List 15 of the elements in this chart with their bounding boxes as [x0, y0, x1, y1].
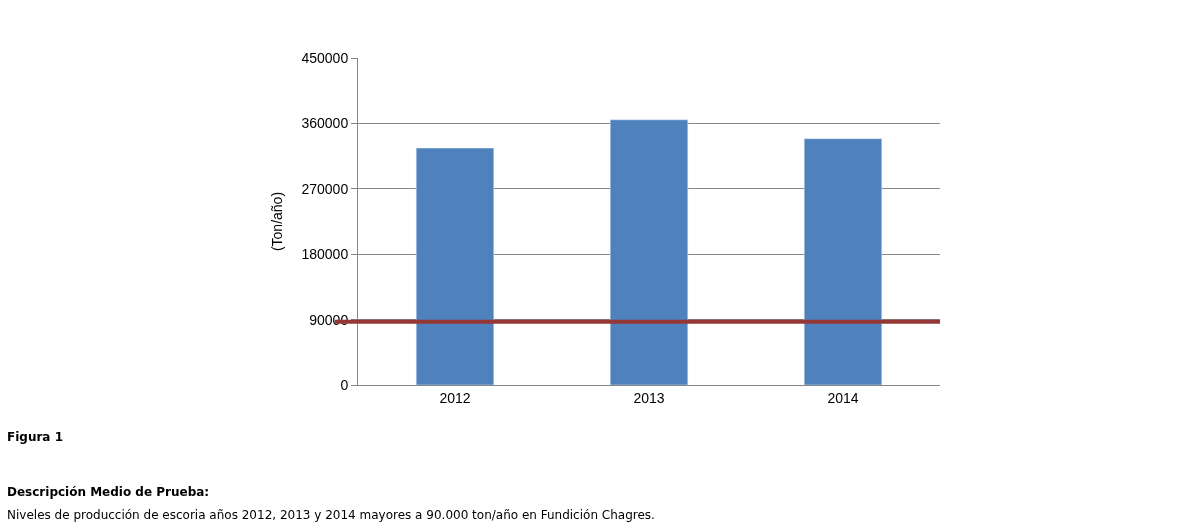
- y-tick-label: 270000: [301, 180, 349, 197]
- bar: [803, 138, 883, 385]
- text: Figura 1: [7, 430, 63, 444]
- bar: [415, 147, 495, 385]
- y-tick-label: 450000: [301, 49, 349, 66]
- y-tick-label: 360000: [301, 115, 349, 132]
- x-tick-label: 2012: [439, 389, 471, 406]
- bar: [609, 119, 689, 385]
- text: Niveles de producción de escoria años 2012, 2013 y 2014 mayores a 90.000 ton/año en Fundición Chagres.: [7, 508, 655, 522]
- y-tick-label: 180000: [301, 246, 349, 263]
- x-tick-label: 2014: [827, 389, 859, 406]
- text: Descripción Medio de Prueba:: [7, 485, 210, 499]
- y-tick-label: 0: [340, 376, 349, 393]
- x-tick-label: 2013: [633, 389, 665, 406]
- y-axis-title: (Ton/año): [269, 191, 286, 252]
